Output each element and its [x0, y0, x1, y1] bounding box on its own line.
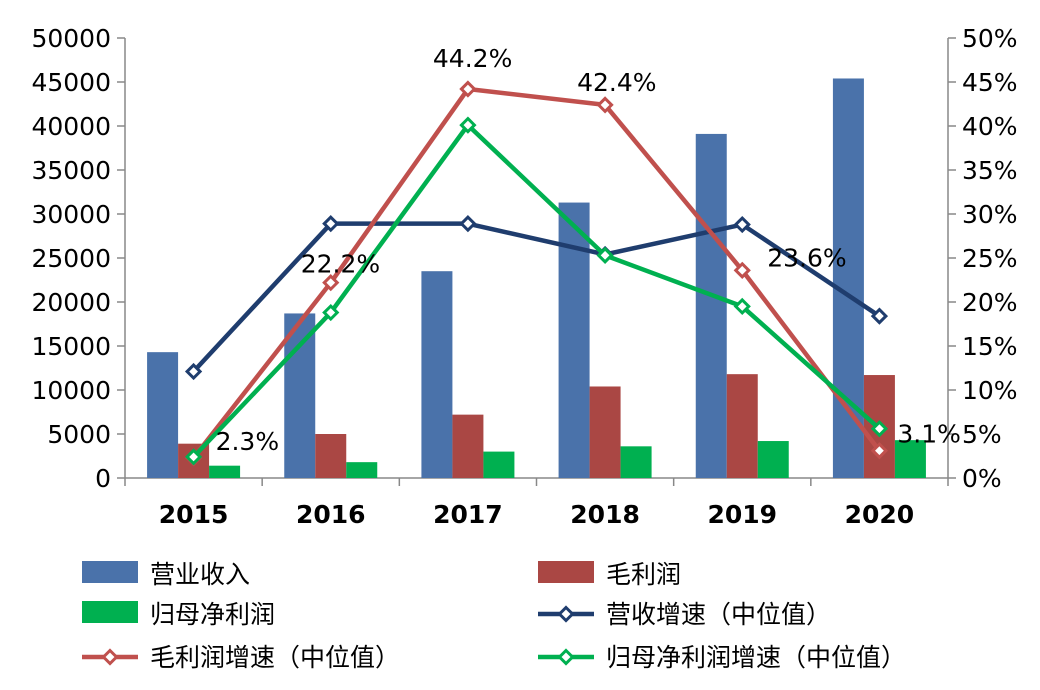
- marker-营收增速（中位值）: [459, 215, 477, 233]
- bar-毛利润: [315, 434, 347, 478]
- marker-归母净利润增速（中位值）: [322, 303, 340, 322]
- left-tick-label: 35000: [31, 156, 111, 185]
- bar-毛利润: [726, 374, 758, 478]
- right-tick-label: 10%: [962, 376, 1018, 405]
- data-label: 2.3%: [216, 427, 280, 456]
- bar-归母净利润: [894, 440, 926, 478]
- legend-marker: [101, 648, 119, 666]
- lines: [184, 80, 889, 467]
- marker-归母净利润增速（中位值）: [596, 246, 614, 264]
- right-tick-label: 45%: [962, 68, 1018, 97]
- line-营收增速（中位值）: [191, 221, 881, 374]
- marker-毛利润增速（中位值）: [733, 261, 751, 279]
- left-tick-label: 20000: [31, 288, 111, 317]
- left-tick-label: 0: [95, 464, 111, 493]
- left-tick-label: 30000: [31, 200, 111, 229]
- data-labels: 2.3% 22.2% 44.2% 42.4% 23.6% 3.1%: [216, 44, 961, 456]
- line-归母净利润增速（中位值）: [191, 122, 881, 459]
- legend-swatch: [82, 601, 138, 623]
- legend-label: 毛利润: [606, 560, 681, 589]
- legend-label: 营收增速（中位值）: [606, 600, 831, 629]
- marker-归母净利润增速（中位值）: [459, 116, 477, 134]
- x-tick-label: 2019: [707, 500, 777, 529]
- marker-毛利润增速（中位值）: [596, 96, 614, 114]
- marker-毛利润增速（中位值）: [322, 274, 340, 292]
- legend-marker: [557, 605, 575, 623]
- marker-营收增速（中位值）: [733, 215, 751, 234]
- bar-毛利润: [589, 386, 621, 478]
- marker-毛利润增速（中位值）: [870, 442, 889, 460]
- line-毛利润增速（中位值）: [191, 86, 882, 460]
- bar-营业收入: [147, 352, 179, 478]
- left-tick-label: 40000: [31, 112, 111, 141]
- right-tick-label: 35%: [962, 156, 1018, 185]
- right-tick-label: 15%: [962, 332, 1018, 361]
- legend-label: 毛利润增速（中位值）: [150, 643, 400, 672]
- left-tick-label: 45000: [31, 68, 111, 97]
- left-tick-label: 5000: [47, 420, 111, 449]
- x-tick-label: 2015: [159, 500, 229, 529]
- x-tick-label: 2020: [845, 500, 915, 529]
- right-tick-label: 20%: [962, 288, 1018, 317]
- bars: [147, 78, 926, 479]
- right-tick-label: 50%: [962, 24, 1018, 53]
- marker-营收增速（中位值）: [870, 307, 889, 325]
- bar-营业收入: [832, 78, 864, 478]
- marker-营收增速（中位值）: [184, 362, 203, 381]
- marker-归母净利润增速（中位值）: [184, 448, 203, 466]
- right-tick-label: 25%: [962, 244, 1018, 273]
- x-tick-label: 2017: [433, 500, 503, 529]
- right-tick-label: 30%: [962, 200, 1018, 229]
- marker-归母净利润增速（中位值）: [733, 297, 751, 316]
- left-tick-label: 10000: [31, 376, 111, 405]
- left-tick-label: 15000: [31, 332, 111, 361]
- bar-归母净利润: [757, 441, 789, 478]
- x-tick-label: 2018: [570, 500, 640, 529]
- legend-swatch: [82, 561, 138, 583]
- marker-营收增速（中位值）: [322, 215, 340, 233]
- legend-label: 营业收入: [150, 560, 250, 589]
- bar-营业收入: [695, 133, 727, 479]
- bar-毛利润: [452, 414, 484, 478]
- legend-swatch: [538, 561, 594, 583]
- x-tick-label: 2016: [296, 500, 366, 529]
- right-tick-label: 5%: [962, 420, 1002, 449]
- bar-归母净利润: [346, 462, 378, 478]
- data-label: 42.4%: [577, 68, 656, 97]
- right-tick-label: 40%: [962, 112, 1018, 141]
- bar-营业收入: [421, 271, 453, 478]
- legend-label: 归母净利润: [150, 600, 275, 629]
- bar-归母净利润: [620, 446, 652, 478]
- data-label: 3.1%: [897, 420, 961, 449]
- data-label: 44.2%: [433, 44, 512, 73]
- data-label: 23.6%: [767, 243, 846, 272]
- bar-归母净利润: [209, 465, 241, 478]
- left-tick-label: 50000: [31, 24, 111, 53]
- axes: 0 5000 10000 15000 20000 25000 30000 35000 40000…: [31, 24, 1017, 529]
- marker-归母净利润增速（中位值）: [870, 420, 889, 438]
- bar-营业收入: [284, 313, 316, 478]
- legend-label: 归母净利润增速（中位值）: [606, 643, 906, 672]
- marker-毛利润增速（中位值）: [459, 80, 477, 98]
- bar-归母净利润: [483, 451, 515, 478]
- legend-marker: [557, 648, 575, 666]
- data-label: 22.2%: [301, 250, 380, 279]
- right-tick-label: 0%: [962, 464, 1002, 493]
- left-tick-label: 25000: [31, 244, 111, 273]
